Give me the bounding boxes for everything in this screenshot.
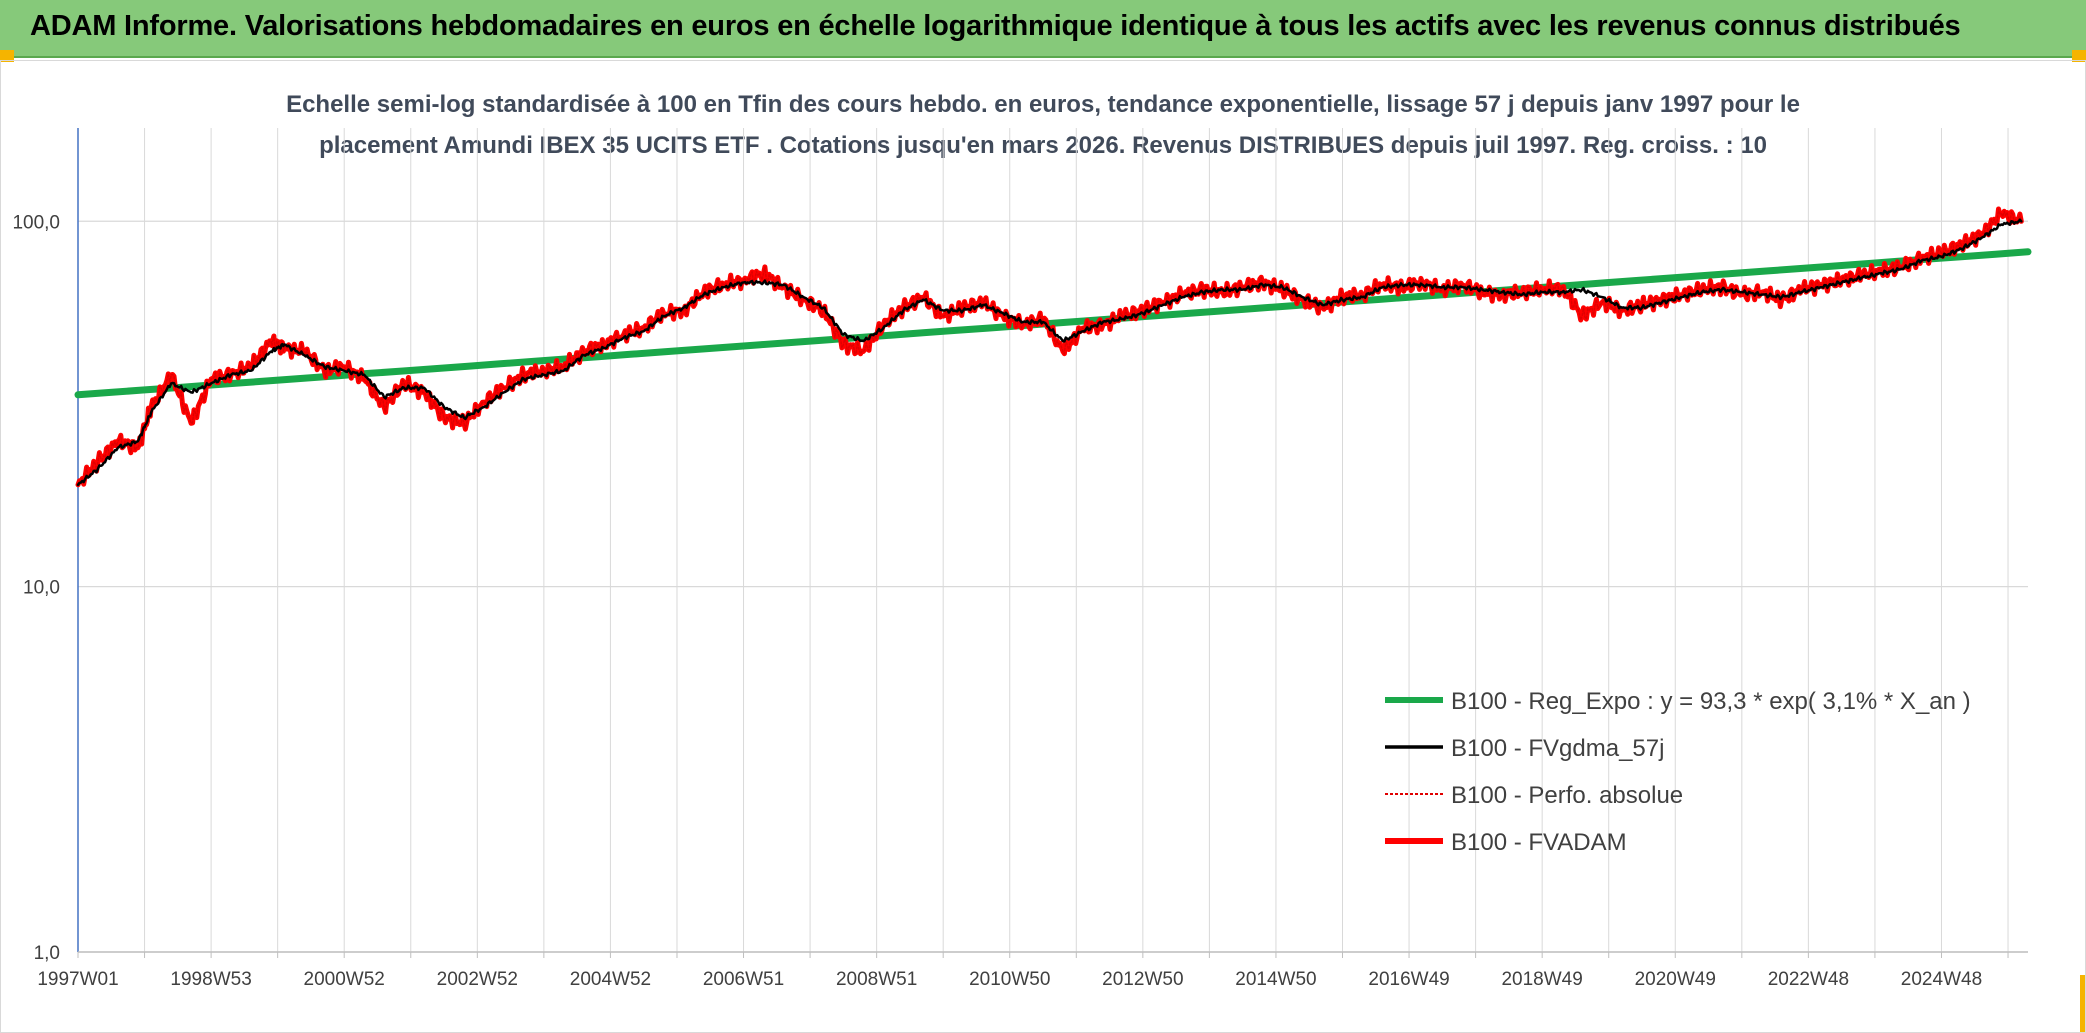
x-tick-label: 2018W49	[1501, 969, 1582, 990]
x-tick-label: 2004W52	[570, 969, 651, 990]
x-tick-label: 2016W49	[1368, 969, 1449, 990]
report-title: ADAM Informe. Valorisations hebdomadaire…	[30, 10, 1961, 42]
series-line-fvgdma	[76, 218, 2023, 487]
x-tick-label: 1998W53	[170, 969, 251, 990]
x-tick-label: 2022W48	[1768, 969, 1849, 990]
y-tick-label: 10,0	[23, 578, 60, 599]
series-layer	[74, 206, 2032, 488]
x-tick-label: 2024W48	[1901, 969, 1982, 990]
report-banner: ADAM Informe. Valorisations hebdomadaire…	[0, 0, 2086, 58]
corner-mark-top-right	[2072, 50, 2086, 62]
chart-title-line-1: Echelle semi-log standardisée à 100 en T…	[286, 91, 1800, 118]
x-tick-label: 2000W52	[304, 969, 385, 990]
legend-label-perfo: B100 - Perfo. absolue	[1451, 782, 1683, 809]
x-tick-label: 2014W50	[1235, 969, 1316, 990]
corner-mark-bottom-right	[2080, 975, 2086, 1033]
corner-mark-top-left	[0, 50, 14, 62]
x-tick-label: 2006W51	[703, 969, 784, 990]
legend: B100 - Reg_Expo : y = 93,3 * exp( 3,1% *…	[1385, 688, 1971, 856]
x-tick-label: 2012W50	[1102, 969, 1183, 990]
series-line-regression	[74, 248, 2032, 399]
grid-layer	[78, 128, 2028, 953]
x-tick-label: 2010W50	[969, 969, 1050, 990]
series-line-fvadam	[75, 206, 2024, 488]
series-line-perfo	[77, 208, 2023, 486]
legend-label-fvgdma: B100 - FVgdma_57j	[1451, 735, 1664, 762]
x-tick-label: 1997W01	[37, 969, 118, 990]
x-tick-label: 2020W49	[1635, 969, 1716, 990]
y-tick-label: 100,0	[12, 212, 60, 233]
legend-label-regression: B100 - Reg_Expo : y = 93,3 * exp( 3,1% *…	[1451, 688, 1971, 715]
legend-label-fvadam: B100 - FVADAM	[1451, 829, 1627, 856]
y-tick-label: 1,0	[34, 943, 60, 964]
chart-title-line-2: placement Amundi IBEX 35 UCITS ETF . Cot…	[319, 132, 1767, 159]
x-tick-label: 2008W51	[836, 969, 917, 990]
axis-layer: 100,0 10,0 1,0 1997W01 1998W53 2000W52 2002W52…	[12, 128, 2028, 990]
x-tick-label: 2002W52	[437, 969, 518, 990]
